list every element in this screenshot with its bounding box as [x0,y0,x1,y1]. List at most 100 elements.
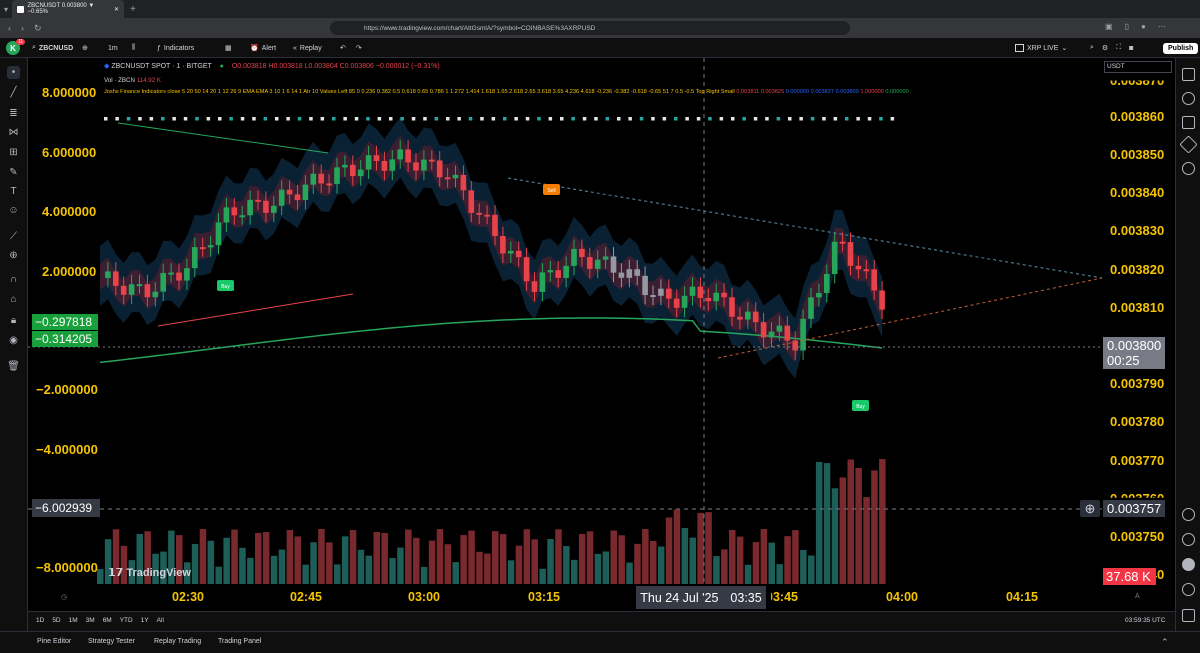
fullscreen-icon[interactable]: ⛶ [1116,44,1122,51]
currency-select[interactable]: USDT [1104,61,1172,73]
legend-indicator[interactable]: Joshs Finance Indicators close 5 20 50 1… [104,89,735,95]
range-1d[interactable]: 1D [36,617,45,624]
compare-button[interactable]: ⊕ [82,38,88,58]
pattern-icon[interactable]: ⋈ [8,127,19,138]
tab-trading-panel[interactable]: Trading Panel [218,638,262,645]
projection-icon[interactable]: ⊞ [9,147,18,158]
volume-bar [278,549,286,584]
range-6m[interactable]: 6M [102,617,112,624]
utc-clock[interactable]: 03:59:35 UTC [1125,617,1166,624]
candle [247,199,253,216]
lock-icon[interactable]: 🔒︎ [10,315,17,326]
layers-icon[interactable] [1179,135,1198,154]
auto-scale-icon[interactable]: A [1135,593,1140,600]
templates-button[interactable]: ▦ [225,38,232,58]
magnet-icon[interactable]: ∩ [9,274,18,285]
tab-list-icon[interactable]: ▾ [4,4,9,14]
range-1y[interactable]: 1Y [140,617,149,624]
alerts-icon[interactable] [1182,92,1195,105]
signal-label [543,184,560,195]
search-icon[interactable]: ⌕ [1090,44,1094,51]
help-icon[interactable] [1182,583,1195,596]
time-axis[interactable] [28,586,1175,611]
tab-pine-editor[interactable]: Pine Editor [37,638,72,645]
back-icon[interactable]: ‹ [8,23,11,33]
trendline-icon[interactable]: ╱ [10,87,17,98]
timezone-icon[interactable]: ◷ [61,594,68,601]
url-field[interactable]: https://www.tradingview.com/chart/AttGsm… [330,21,850,35]
volume-bar [191,544,199,584]
range-all[interactable]: All [156,617,164,624]
interval-button[interactable]: 1m [108,38,118,58]
apps-icon[interactable] [1182,558,1195,571]
notifications-icon[interactable] [1182,609,1195,622]
volume-bar [397,547,404,584]
brush-icon[interactable]: ✎ [9,167,18,178]
signal-dot [161,117,165,121]
range-ytd[interactable]: YTD [119,617,133,624]
candle [207,245,214,248]
calendar-icon[interactable] [1182,162,1195,175]
range-1m[interactable]: 1M [68,617,78,624]
extensions-icon[interactable]: ▣ [1105,22,1113,31]
signal-dot [332,117,336,121]
new-tab-icon[interactable]: + [130,3,136,15]
alert-button[interactable]: ⏰ Alert [250,38,276,58]
ind-value-2: 0.003825 [760,89,785,95]
cursor-icon[interactable]: • [7,66,20,79]
volume-bar [120,545,128,584]
sidebar-icon[interactable]: ▯ [1124,22,1129,31]
candle [784,325,791,341]
chart-toolbar [0,38,1200,58]
streams-icon[interactable] [1182,533,1195,546]
emoji-icon[interactable]: ☺ [8,205,19,216]
fib-icon[interactable]: ≣ [9,108,18,119]
legend-volume-row: Vol · ZBCN 114.92 K [104,77,161,84]
forward-icon[interactable]: › [21,23,24,33]
settings-icon[interactable]: ⚙ [1101,45,1109,52]
chart-pane[interactable]: Sell Buy Buy [28,58,1102,586]
signal-dot [377,117,382,121]
layout-button[interactable]: XRP LIVE ⌄ [1015,38,1067,58]
indicators-button[interactable]: ƒ Indicators [157,38,194,58]
volume-bar [405,529,412,584]
zoom-icon[interactable]: ⊕ [9,250,18,261]
tab-strategy-tester[interactable]: Strategy Tester [88,638,135,645]
profile-icon[interactable]: ● [1140,22,1146,31]
add-alert-plus-icon[interactable]: ⊕ [1080,500,1100,517]
close-icon[interactable]: ✕ [113,6,120,13]
watchlist-icon[interactable] [1182,68,1195,81]
price-axis[interactable]: USDT [1102,58,1175,586]
left-axis-label: 6.000000 [42,145,97,160]
bar-style-button[interactable]: ⫼ [132,38,135,58]
menu-icon[interactable]: ⋯ [1157,22,1166,31]
publish-button[interactable]: Publish [1163,38,1199,58]
chat-icon[interactable] [1182,116,1195,129]
camera-icon[interactable]: ◙ [1129,44,1134,52]
draw-mode-icon[interactable]: ⌂ [10,294,17,305]
reload-icon[interactable]: ↻ [34,22,42,33]
ruler-icon[interactable]: ⟋ [10,231,17,242]
legend-ohlc: O0.003818 H0.003818 L0.003804 C0.003806 … [231,63,440,70]
ideas-icon[interactable] [1182,508,1195,521]
redo-icon[interactable]: ↷ [355,45,362,52]
avatar[interactable]: K 11 [6,38,26,58]
candle [800,318,806,351]
text-icon[interactable]: T [10,186,17,197]
browser-tab-strip: ▾ ZBCNUSDT 0.003800 ▼ −0.65% ✕ + [0,0,1200,18]
trash-icon[interactable]: 🗑︎ [7,361,20,372]
signal-dot [799,117,803,121]
replay-button[interactable]: «Replay [293,38,322,58]
range-3m[interactable]: 3M [85,617,95,624]
signal-dot [867,117,872,121]
eye-icon[interactable]: ◉ [9,335,18,346]
range-5d[interactable]: 5D [52,617,61,624]
legend-title[interactable]: ZBCNUSDT SPOT · 1 · BITGET [111,63,212,70]
maximize-panel-icon[interactable]: ⌃ [1161,637,1169,647]
candle [136,284,143,287]
volume-bar [729,529,736,584]
undo-icon[interactable]: ↶ [340,45,346,52]
symbol-search[interactable]: ⌕ ZBCNUSD [32,38,73,58]
browser-tab[interactable]: ZBCNUSDT 0.003800 ▼ −0.65% ✕ [12,0,125,18]
tab-replay-trading[interactable]: Replay Trading [154,638,202,645]
